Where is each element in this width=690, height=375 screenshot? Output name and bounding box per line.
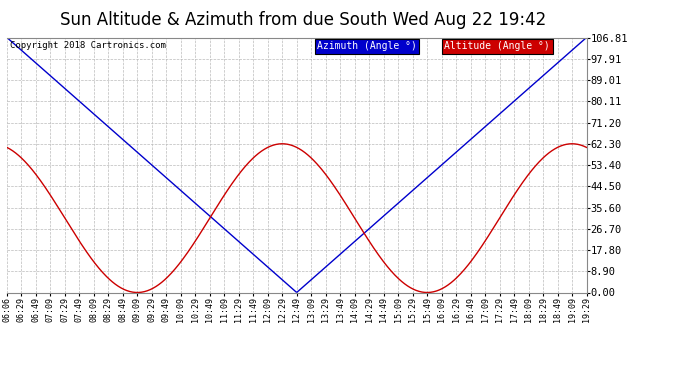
Text: Azimuth (Angle °): Azimuth (Angle °): [317, 41, 417, 51]
Text: Sun Altitude & Azimuth from due South Wed Aug 22 19:42: Sun Altitude & Azimuth from due South We…: [61, 11, 546, 29]
Text: Copyright 2018 Cartronics.com: Copyright 2018 Cartronics.com: [10, 41, 166, 50]
Text: Altitude (Angle °): Altitude (Angle °): [444, 41, 550, 51]
